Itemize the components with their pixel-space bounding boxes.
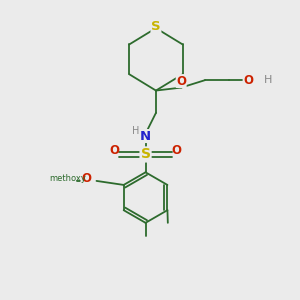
Text: O: O [172,143,182,157]
Text: O: O [109,143,119,157]
Text: S: S [140,148,151,161]
Text: N: N [140,130,151,142]
Text: O: O [243,74,253,87]
Text: H: H [263,75,272,85]
Text: S: S [151,20,161,33]
Text: O: O [81,172,91,185]
Text: H: H [132,126,140,136]
Text: O: O [176,74,186,88]
Text: methoxy: methoxy [49,174,86,183]
